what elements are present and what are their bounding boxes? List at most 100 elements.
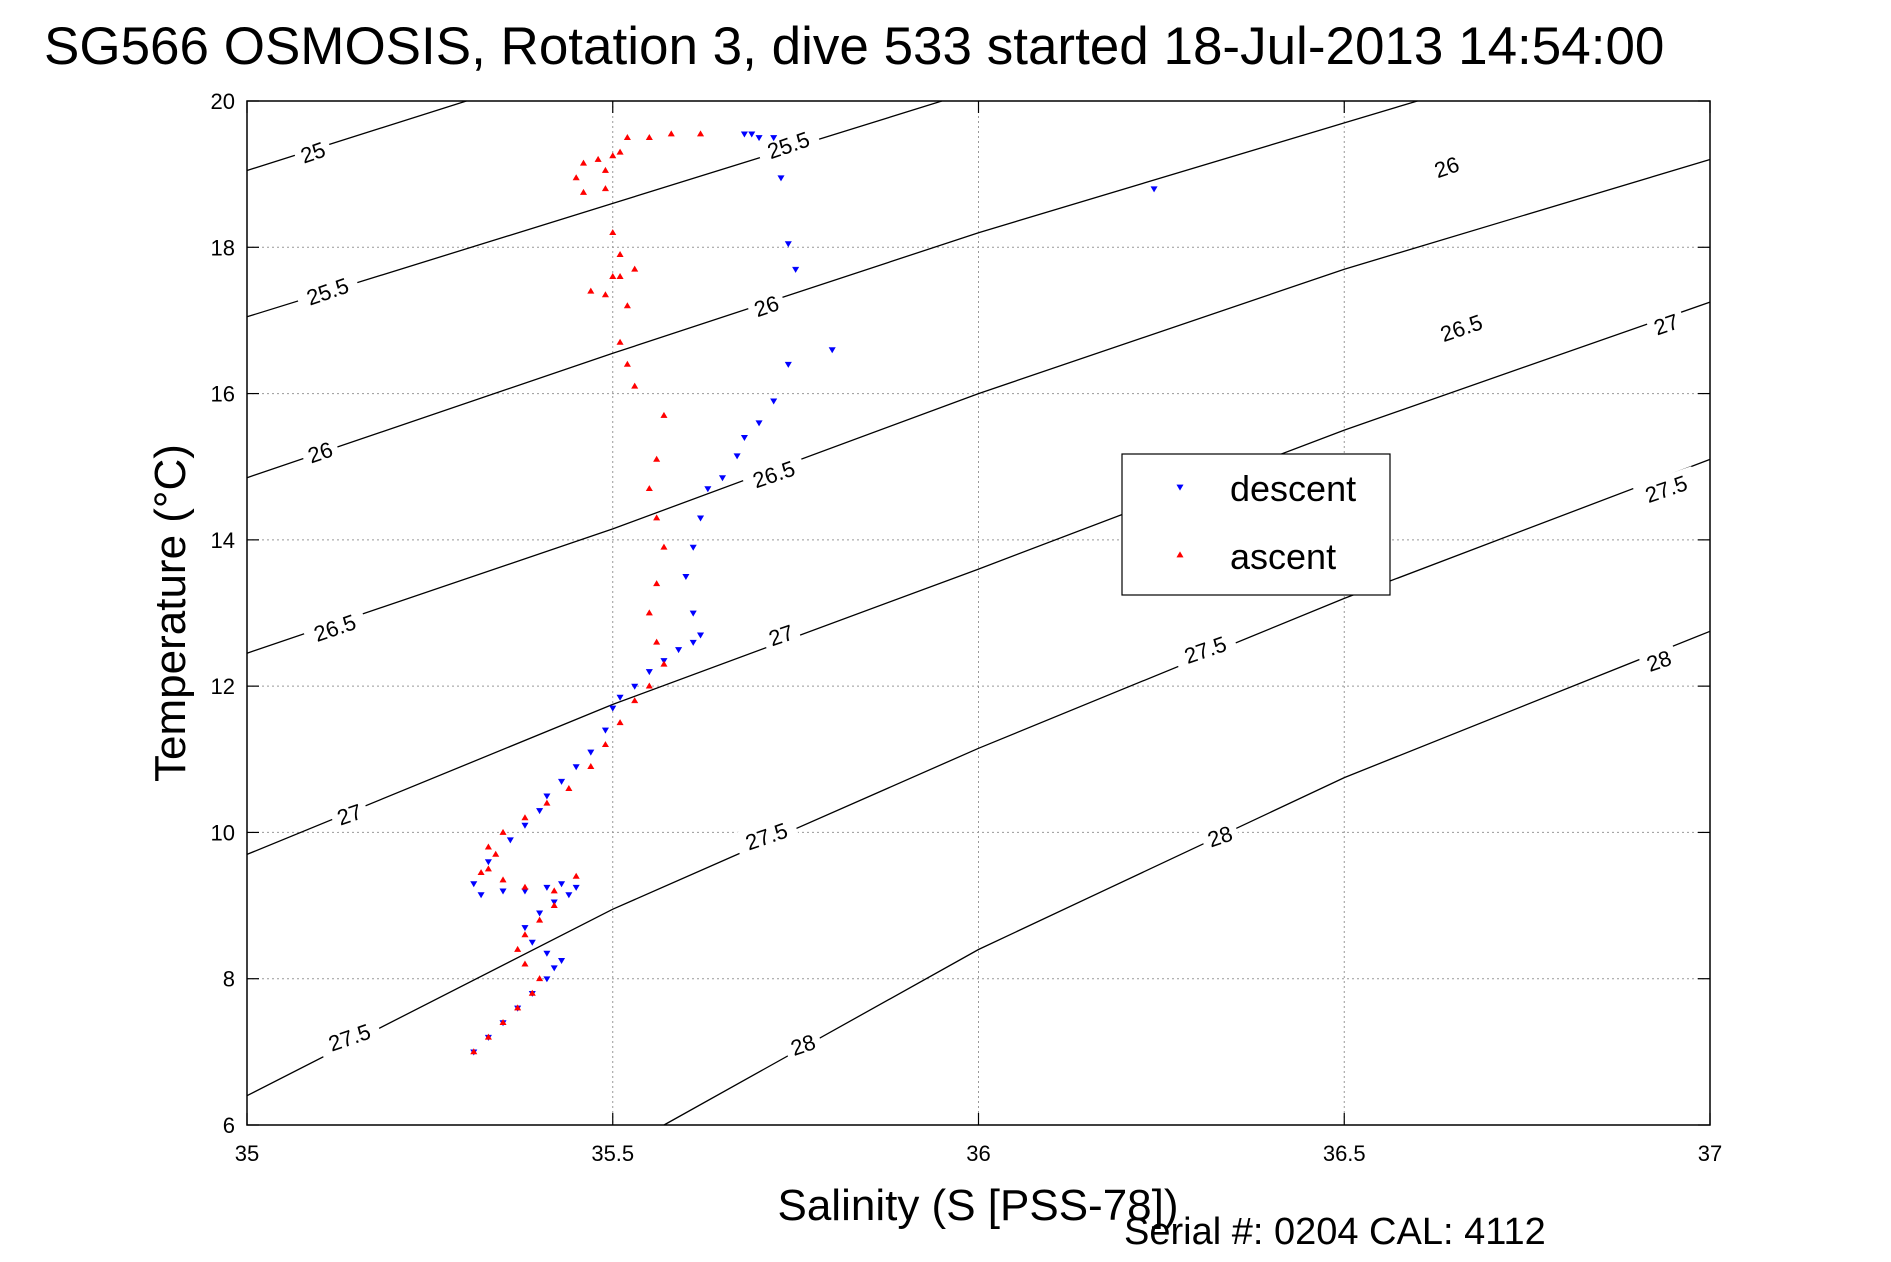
y-tick-label: 18	[211, 235, 235, 260]
descent-point	[697, 515, 705, 522]
ascent-legend-label: ascent	[1230, 536, 1336, 577]
contour-line	[246, 301, 1711, 856]
ascent-point	[492, 850, 500, 857]
y-tick-label: 10	[211, 820, 235, 845]
ascent-point	[484, 865, 492, 872]
contour-label-bg	[293, 268, 362, 314]
contour-label-bg	[1427, 305, 1495, 351]
descent-point	[543, 793, 551, 800]
descent-point	[828, 347, 836, 354]
ascent-point	[550, 901, 558, 908]
legend-items: descent ascent	[1176, 468, 1356, 577]
descent-point	[740, 435, 748, 442]
ascent-point	[623, 302, 631, 309]
descent-point	[784, 241, 792, 248]
ascent-point	[660, 660, 668, 667]
x-tick-label: 35.5	[591, 1141, 634, 1166]
contour-line	[246, 158, 1711, 654]
ascent-point	[601, 741, 609, 748]
ascent-point	[631, 697, 639, 704]
plot-area: 2525.525.526262626.526.526.527272727.527…	[246, 100, 1711, 1126]
ascent-point	[579, 188, 588, 195]
descent-point	[733, 453, 741, 460]
ascent-point	[484, 843, 492, 850]
ascent-point	[631, 265, 639, 272]
descent-point	[689, 639, 697, 646]
contour-line	[246, 100, 1418, 479]
x-tick-labels: 35 35.5 36 36.5 37	[235, 1141, 1722, 1166]
ascent-point	[565, 784, 573, 791]
contour-label-bg	[1198, 817, 1242, 855]
descent-point	[572, 764, 580, 771]
descent-point	[477, 892, 485, 899]
descent-point	[704, 486, 712, 493]
ascent-point	[616, 272, 624, 279]
ascent-point	[594, 155, 602, 162]
ascent-point	[623, 360, 631, 367]
descent-series	[470, 131, 1158, 1056]
descent-point	[697, 632, 705, 639]
descent-point	[689, 544, 697, 551]
ascent-point	[514, 1004, 522, 1011]
contour-line	[246, 100, 943, 318]
ascent-point	[697, 130, 705, 137]
contour-label-bg	[315, 1014, 383, 1060]
ascent-point	[616, 338, 624, 345]
ascent-point	[514, 945, 522, 952]
x-tick-label: 36.5	[1323, 1141, 1366, 1166]
ascent-point	[579, 159, 588, 166]
descent-point	[777, 175, 785, 182]
descent-point	[565, 892, 573, 899]
y-tick-label: 16	[211, 382, 235, 407]
ascent-point	[499, 1019, 507, 1025]
descent-point	[609, 705, 617, 712]
y-tick-label: 6	[223, 1113, 235, 1138]
ascent-point	[543, 799, 551, 806]
ascent-point	[660, 543, 668, 550]
contour-line	[663, 630, 1711, 1126]
descent-legend-label: descent	[1230, 468, 1356, 509]
descent-point	[689, 610, 697, 617]
ascent-point	[521, 931, 529, 938]
descent-point	[740, 131, 748, 138]
ascent-point	[609, 229, 617, 236]
descent-point	[521, 925, 529, 932]
contour-line	[246, 458, 1711, 1097]
ascent-point	[653, 580, 661, 587]
descent-point	[645, 669, 653, 676]
y-axis-label: Temperature (°C)	[146, 444, 195, 782]
descent-point	[616, 694, 624, 701]
ascent-point	[609, 152, 617, 159]
ascent-point	[616, 251, 624, 258]
ascent-point	[484, 1033, 492, 1040]
descent-point	[528, 939, 536, 946]
descent-point	[499, 888, 507, 895]
ascent-series	[470, 130, 705, 1055]
ascent-point	[477, 869, 485, 876]
legend-box	[1121, 453, 1391, 596]
ascent-point	[645, 133, 653, 140]
ascent-point	[587, 763, 595, 770]
ascent-legend-marker	[1176, 551, 1184, 558]
ascent-point	[616, 148, 624, 155]
descent-point	[770, 135, 778, 142]
x-tick-label: 35	[235, 1141, 259, 1166]
descent-point	[536, 910, 544, 917]
ascent-point	[536, 975, 544, 982]
contour-label-bg	[1644, 305, 1688, 343]
y-tick-labels: 6 8 10 12 14 16 18 20	[211, 89, 235, 1138]
ascent-point	[645, 682, 653, 689]
contour-label-bg	[781, 1026, 825, 1063]
ascent-point	[601, 166, 609, 173]
ascent-point	[623, 133, 631, 140]
descent-point	[536, 808, 544, 815]
descent-legend-marker	[1176, 484, 1184, 491]
ascent-point	[521, 960, 529, 967]
descent-point	[718, 475, 726, 482]
descent-point	[601, 727, 609, 734]
descent-point	[755, 135, 763, 142]
y-tick-label: 8	[223, 967, 235, 992]
x-tick-label: 36	[966, 1141, 990, 1166]
ascent-point	[536, 916, 544, 923]
